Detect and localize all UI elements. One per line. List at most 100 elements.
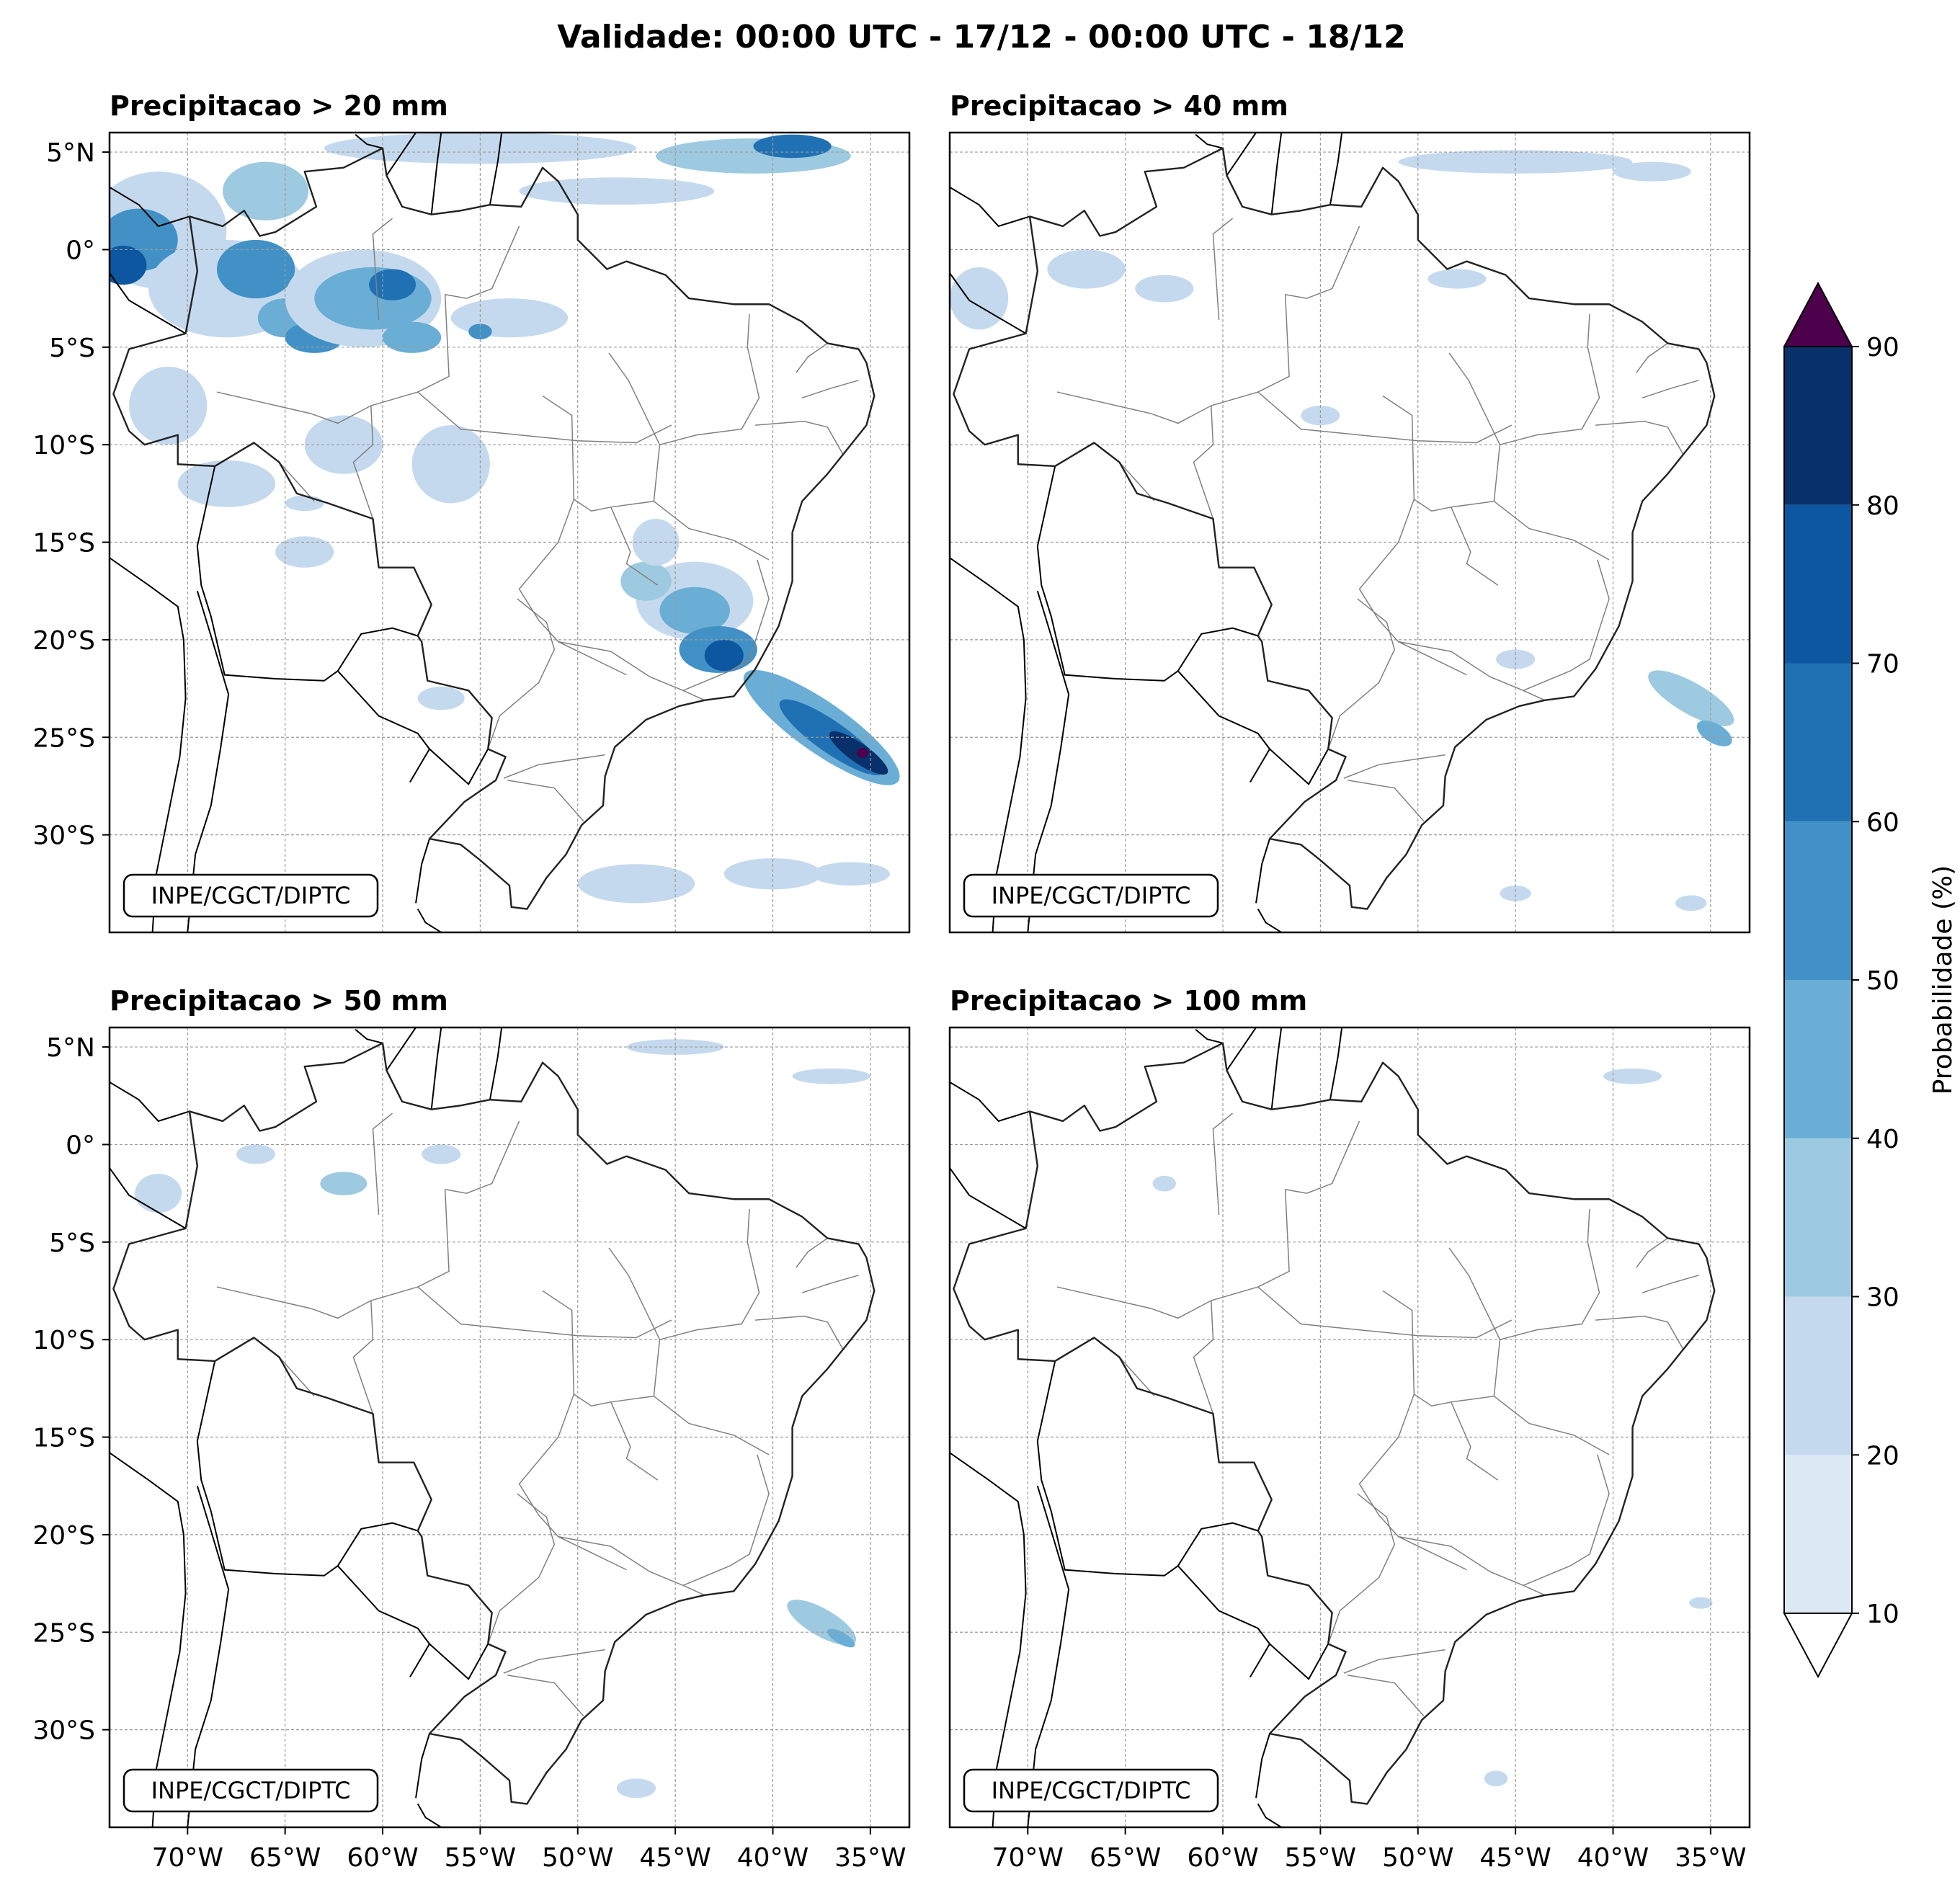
lon-tick-label: 70°W [152, 1843, 223, 1873]
state-border [487, 1493, 556, 1644]
state-border [1358, 499, 1467, 676]
country-border [950, 1167, 1027, 1229]
map-background [110, 1027, 909, 1827]
panel-title: Precipitacao > 20 mm [110, 90, 448, 122]
country-border [1195, 133, 1224, 149]
colorbar-tick-label: 70 [1866, 650, 1899, 679]
colorbar-tick-label: 40 [1866, 1125, 1899, 1154]
probability-area [1427, 269, 1487, 289]
state-border [558, 641, 705, 701]
lat-tick-label: 25°S [32, 1618, 95, 1648]
probability-area [1648, 670, 1734, 726]
country-border [187, 1485, 230, 1827]
state-border [1493, 1396, 1610, 1455]
state-border [216, 391, 418, 424]
country-border [1270, 1027, 1283, 1110]
state-border [417, 294, 450, 393]
probability-area [753, 134, 832, 159]
lat-tick-label: 15°S [32, 529, 95, 558]
lat-tick-label: 5°S [49, 1229, 95, 1258]
state-border [801, 1275, 859, 1293]
country-border [337, 670, 489, 785]
country-border [415, 838, 430, 904]
map-panel-2: Precipitacao > 40 mm INPE/CGCT/DIPTC [948, 90, 1751, 934]
country-border [196, 1360, 419, 1577]
state-border [653, 501, 770, 561]
probability-area [216, 239, 295, 299]
state-border [796, 1237, 828, 1268]
state-border [610, 507, 659, 586]
country-border [950, 557, 1027, 932]
state-border [659, 1208, 760, 1340]
state-border [507, 780, 584, 822]
probability-area [723, 858, 822, 890]
probability-area [856, 748, 869, 758]
colorbar-segment [1784, 1296, 1852, 1455]
state-border [445, 226, 520, 299]
colorbar-tick-label: 90 [1866, 333, 1899, 362]
country-border [110, 1452, 187, 1827]
country-border [1036, 1360, 1259, 1577]
panel-map-content [950, 133, 1750, 932]
lon-tick-label: 35°W [1675, 1843, 1746, 1873]
panel-map-content [950, 1027, 1750, 1827]
state-border [352, 1300, 374, 1414]
probability-area [236, 1144, 276, 1164]
colorbar-under-extension [1783, 1613, 1853, 1679]
state-border [558, 1535, 705, 1596]
state-border [1595, 1315, 1684, 1350]
country-border [110, 272, 187, 334]
credit-label: INPE/CGCT/DIPTC [992, 882, 1191, 909]
state-border [682, 1454, 770, 1586]
state-border [417, 1286, 672, 1339]
country-border [950, 1081, 1030, 1123]
state-border [352, 405, 374, 520]
graticule [110, 133, 909, 932]
probability-area [1484, 1770, 1508, 1787]
probability-area [1500, 886, 1531, 901]
lat-tick-label: 0° [66, 1131, 95, 1160]
state-border [1595, 420, 1684, 455]
country-border [196, 465, 419, 682]
lon-tick-label: 70°W [992, 1843, 1064, 1873]
country-border [110, 557, 187, 932]
state-borders [216, 1113, 859, 1717]
country-border [950, 186, 1030, 228]
country-border [1177, 670, 1329, 785]
country-border [337, 1565, 489, 1680]
state-border [1257, 294, 1290, 393]
state-border [1451, 507, 1499, 586]
lon-tick-label: 40°W [737, 1843, 808, 1873]
credit-box [122, 1768, 379, 1813]
country-border [1329, 133, 1343, 205]
probability-area [950, 267, 1009, 330]
state-border [1398, 1535, 1546, 1596]
state-border [372, 218, 393, 320]
state-border [1212, 218, 1234, 320]
lon-tick-label: 55°W [1285, 1843, 1356, 1873]
colorbar-tick-label: 20 [1866, 1441, 1899, 1471]
lon-tick-label: 50°W [542, 1843, 613, 1873]
state-border [518, 1394, 627, 1571]
panel-map-content [110, 133, 909, 932]
state-border [659, 313, 760, 445]
panel-frame [948, 1026, 1751, 1829]
probability-area [110, 246, 147, 285]
lat-tick-label: 5°N [46, 1033, 95, 1063]
country-border [409, 1644, 430, 1678]
state-border [1327, 1493, 1396, 1644]
panel-title: Precipitacao > 100 mm [950, 985, 1307, 1017]
state-border [487, 598, 556, 749]
state-border [518, 499, 627, 676]
colorbar-segment [1784, 980, 1852, 1138]
colorbar-label: Probabilidade (%) [1928, 865, 1958, 1095]
panel-map-content [110, 1027, 909, 1827]
brazil-outline [953, 147, 1716, 910]
colorbar-over-extension [1783, 281, 1853, 347]
probability-area [519, 177, 715, 205]
probability-area [1696, 720, 1732, 746]
probability-field [1152, 1068, 1713, 1787]
state-borders [1056, 1113, 1699, 1717]
probability-area [369, 269, 416, 300]
colorbar-segment [1784, 1455, 1852, 1613]
